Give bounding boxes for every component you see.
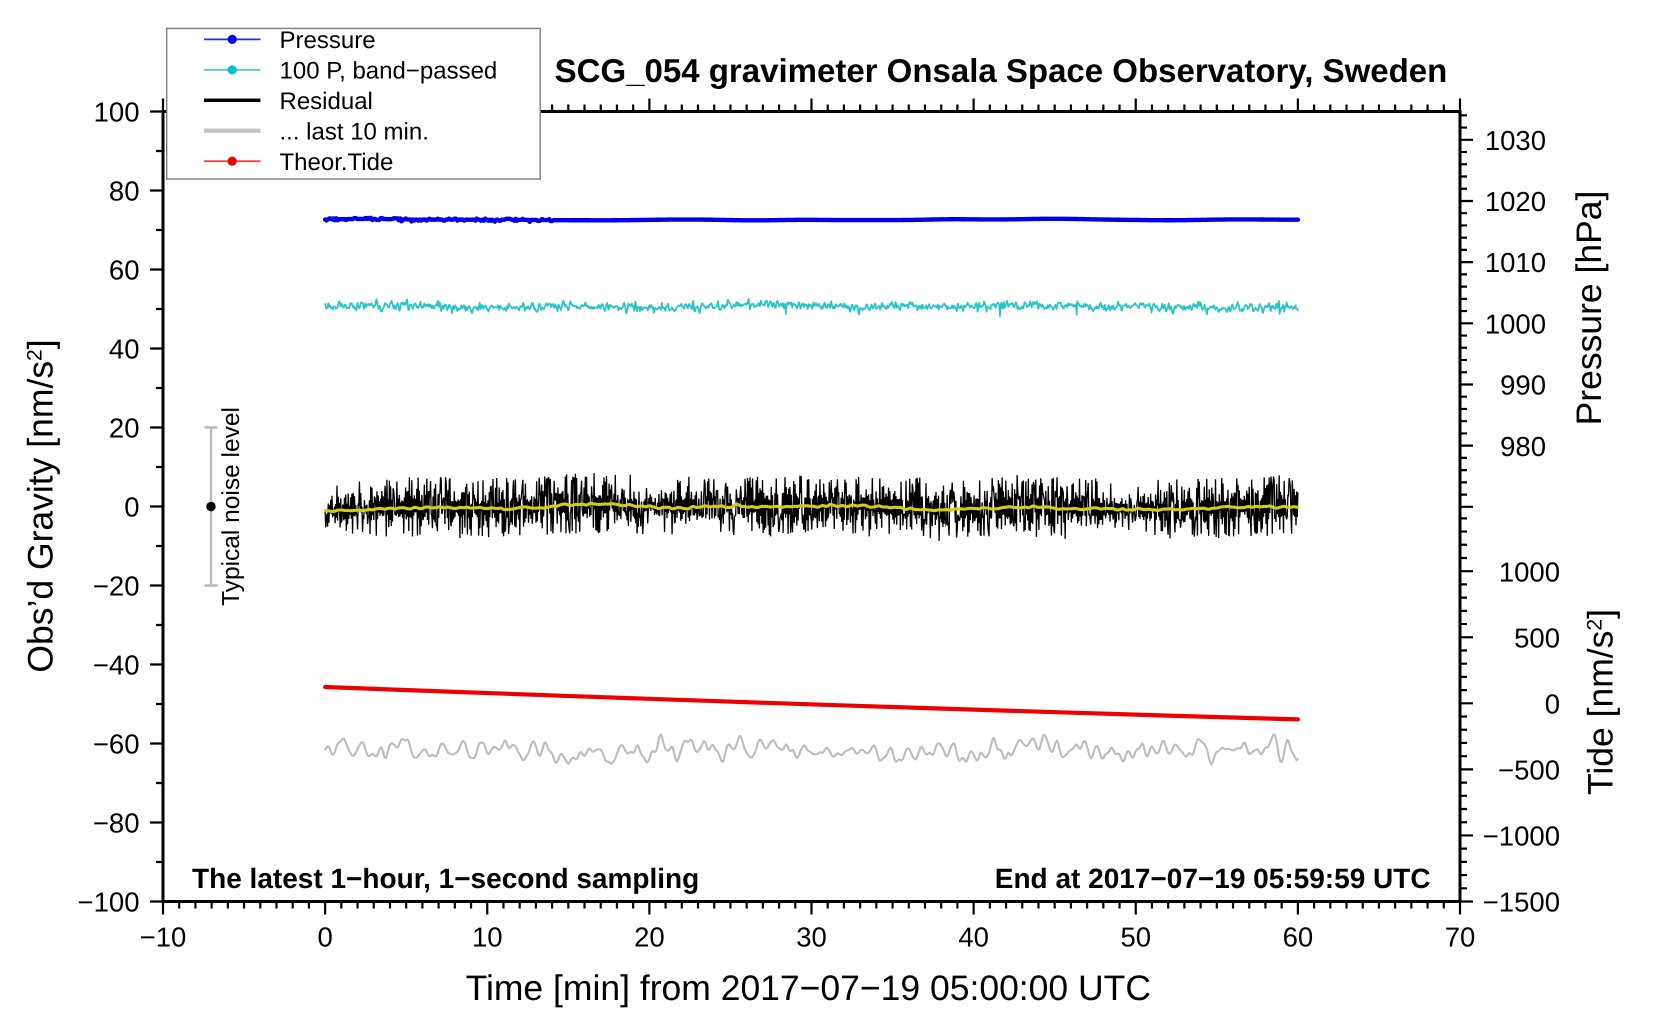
svg-text:30: 30 xyxy=(796,922,827,953)
svg-text:−80: −80 xyxy=(93,808,140,839)
svg-text:0: 0 xyxy=(317,922,332,953)
svg-text:Typical noise level: Typical noise level xyxy=(218,407,245,606)
svg-text:500: 500 xyxy=(1514,622,1560,653)
svg-text:−1500: −1500 xyxy=(1483,887,1560,918)
svg-text:40: 40 xyxy=(958,922,989,953)
svg-text:−500: −500 xyxy=(1498,754,1560,785)
svg-text:−10: −10 xyxy=(140,922,187,953)
svg-text:... last 10 min.: ... last 10 min. xyxy=(280,118,429,145)
svg-text:80: 80 xyxy=(109,176,140,207)
svg-text:Pressure [hPa]: Pressure [hPa] xyxy=(1569,191,1609,426)
svg-text:Pressure: Pressure xyxy=(280,27,376,54)
svg-text:Tide [nm/s2]: Tide [nm/s2] xyxy=(1581,609,1621,795)
svg-text:Time [min] from 2017−07−19 05:: Time [min] from 2017−07−19 05:00:00 UTC xyxy=(466,968,1151,1008)
svg-text:980: 980 xyxy=(1500,431,1546,462)
svg-text:70: 70 xyxy=(1445,922,1476,953)
svg-text:−1000: −1000 xyxy=(1483,821,1560,852)
svg-text:−20: −20 xyxy=(93,571,140,602)
svg-text:1020: 1020 xyxy=(1485,186,1546,217)
svg-text:−60: −60 xyxy=(93,729,140,760)
svg-text:−100: −100 xyxy=(78,887,140,918)
svg-text:50: 50 xyxy=(1120,922,1151,953)
svg-text:1000: 1000 xyxy=(1485,308,1546,339)
svg-text:0: 0 xyxy=(124,492,139,523)
svg-text:100 P, band−passed: 100 P, band−passed xyxy=(280,58,498,85)
svg-text:20: 20 xyxy=(109,413,140,444)
svg-text:100: 100 xyxy=(94,97,140,128)
svg-text:1030: 1030 xyxy=(1485,125,1546,156)
svg-text:End at 2017−07−19 05:59:59 UTC: End at 2017−07−19 05:59:59 UTC xyxy=(995,863,1431,894)
svg-text:Residual: Residual xyxy=(280,88,373,115)
svg-text:60: 60 xyxy=(1283,922,1314,953)
svg-text:1010: 1010 xyxy=(1485,247,1546,278)
svg-text:SCG_054 gravimeter Onsala Spac: SCG_054 gravimeter Onsala Space Observat… xyxy=(555,52,1448,89)
svg-text:Obs’d Gravity [nm/s2]: Obs’d Gravity [nm/s2] xyxy=(20,339,60,672)
svg-text:10: 10 xyxy=(472,922,503,953)
svg-text:−40: −40 xyxy=(93,650,140,681)
svg-text:20: 20 xyxy=(634,922,665,953)
svg-text:The latest 1−hour, 1−second sa: The latest 1−hour, 1−second sampling xyxy=(192,863,699,894)
svg-text:40: 40 xyxy=(109,334,140,365)
svg-text:990: 990 xyxy=(1500,370,1546,401)
svg-text:1000: 1000 xyxy=(1499,556,1560,587)
svg-text:60: 60 xyxy=(109,255,140,286)
svg-text:0: 0 xyxy=(1545,688,1560,719)
svg-text:Theor.Tide: Theor.Tide xyxy=(280,149,394,176)
